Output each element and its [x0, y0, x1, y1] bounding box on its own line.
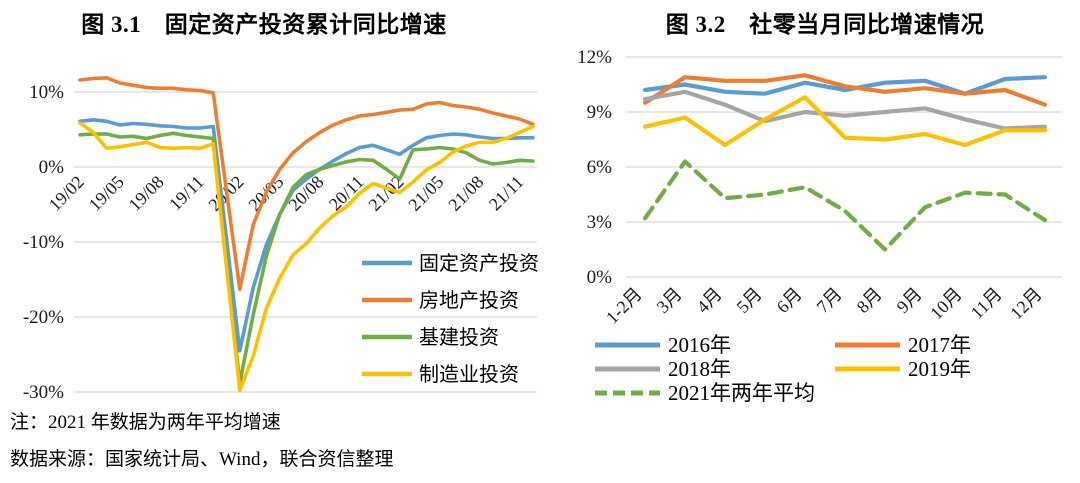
y-axis-tick-label: 9% — [587, 102, 613, 123]
series-line — [642, 159, 1048, 252]
chart-plot-3-1: 10%0%-10%-20%-30%19/0219/0519/0819/1120/… — [23, 76, 539, 403]
legend-label: 2021年两年平均 — [668, 381, 815, 405]
legend-label: 基建投资 — [419, 326, 499, 349]
x-axis-tick-label: 8月 — [853, 284, 886, 317]
legend-label: 制造业投资 — [419, 363, 519, 386]
x-axis-tick-label: 9月 — [893, 284, 926, 317]
chart-retail-sales-growth: 图 3.2 社零当月同比增速情况 12% 9% 6% 3% 0% 1-2月 3月 4月 5月 6月… — [540, 0, 1080, 483]
y-axis-tick-label: -20% — [23, 307, 64, 328]
legend-label: 房地产投资 — [419, 289, 519, 312]
chart-plot-3-2: 12% 9% 6% 3% 0%1-2月 3月 4月 5月 6月 7月 8月 9月 10月 11月 12月 20… — [577, 47, 1062, 405]
figure-note: 注：2021 年数据为两年平均增速 — [10, 412, 281, 433]
chart-fixed-asset-investment: 图 3.1 固定资产投资累计同比增速 10% 0% -10% -20% -30% 19/0… — [10, 12, 539, 470]
legend-label: 固定资产投资 — [419, 252, 539, 275]
x-axis-tick-label: 21/08 — [444, 172, 487, 215]
series-line — [642, 95, 1048, 148]
legend-label: 2018年 — [668, 357, 731, 381]
x-axis-tick-label: 4月 — [693, 284, 726, 317]
legend-label: 2017年 — [908, 333, 971, 357]
x-axis-tick-label: 7月 — [813, 284, 846, 317]
series-line — [642, 75, 1048, 96]
x-axis-tick-label: 12月 — [1006, 284, 1046, 324]
y-axis-tick-label: 3% — [587, 212, 613, 233]
y-axis-tick-label: 0% — [587, 267, 613, 288]
x-axis-tick-label: 21/05 — [404, 172, 447, 215]
x-axis-tick-label: 19/05 — [85, 172, 128, 215]
x-axis-tick-label: 10月 — [926, 284, 966, 324]
figure-source: 数据来源：国家统计局、Wind，联合资信整理 — [10, 449, 394, 470]
x-axis-tick-label: 11月 — [967, 284, 1006, 323]
y-axis-tick-label: -10% — [23, 232, 64, 253]
y-axis-tick-label: -30% — [23, 382, 64, 403]
chart-title-3-1: 图 3.1 固定资产投资累计同比增速 — [81, 12, 447, 37]
legend-label: 2016年 — [668, 333, 731, 357]
series-line — [78, 121, 535, 393]
y-axis-tick-label: 6% — [587, 157, 613, 178]
x-axis-tick-label: 3月 — [653, 284, 686, 317]
y-axis-tick-label: 12% — [577, 47, 612, 68]
series-line — [642, 89, 1048, 131]
x-axis-tick-label: 5月 — [733, 284, 766, 317]
x-axis-tick-label: 19/02 — [45, 172, 88, 215]
x-axis-tick-label: 21/11 — [485, 172, 528, 215]
series-line — [78, 118, 535, 353]
x-axis-tick-label: 19/11 — [165, 172, 208, 215]
x-axis-tick-label: 6月 — [773, 284, 806, 317]
y-axis-tick-label: 10% — [29, 82, 64, 103]
y-axis-tick-label: 0% — [39, 157, 65, 178]
chart-title-3-2: 图 3.2 社零当月同比增速情况 — [665, 12, 985, 37]
series-line — [78, 76, 535, 292]
legend-label: 2019年 — [908, 357, 971, 381]
x-axis-tick-label: 19/08 — [125, 172, 168, 215]
x-axis-tick-label: 1-2月 — [602, 284, 646, 328]
series-line — [642, 73, 1048, 107]
